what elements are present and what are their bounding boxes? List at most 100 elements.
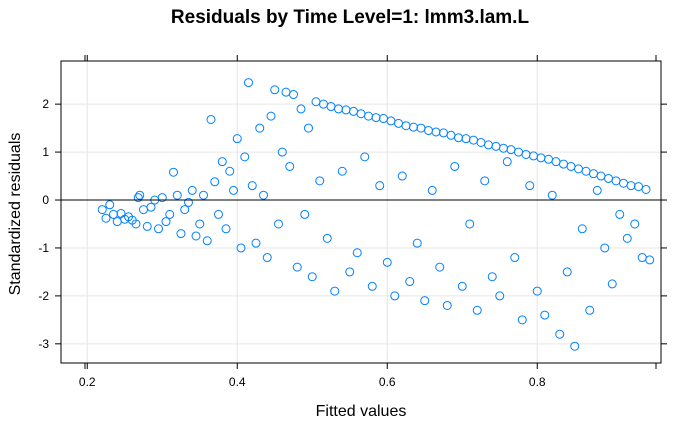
data-point-20 bbox=[169, 167, 178, 177]
data-point-77 bbox=[382, 257, 392, 267]
data-point-126 bbox=[566, 161, 576, 171]
x-tick-label-3: 0.8 bbox=[529, 375, 546, 389]
data-point-70 bbox=[356, 109, 366, 119]
data-point-109 bbox=[502, 157, 512, 167]
data-point-59 bbox=[315, 176, 325, 186]
y-axis-label: Standardized residuals bbox=[7, 133, 24, 296]
data-point-128 bbox=[574, 164, 583, 174]
data-point-118 bbox=[536, 153, 546, 163]
data-point-117 bbox=[532, 286, 542, 296]
data-point-140 bbox=[619, 178, 628, 188]
data-point-125 bbox=[562, 267, 572, 277]
data-point-66 bbox=[341, 105, 351, 115]
data-point-85 bbox=[412, 238, 422, 248]
data-point-25 bbox=[187, 185, 197, 195]
data-point-79 bbox=[390, 291, 400, 301]
data-point-67 bbox=[345, 267, 355, 277]
data-point-84 bbox=[409, 122, 418, 132]
data-point-48 bbox=[274, 219, 283, 229]
data-point-129 bbox=[577, 224, 587, 234]
data-point-68 bbox=[349, 106, 358, 116]
y-tick-label-0: -3 bbox=[38, 337, 49, 351]
data-point-123 bbox=[555, 329, 565, 339]
data-point-98 bbox=[461, 134, 471, 144]
data-point-90 bbox=[431, 127, 441, 137]
data-point-51 bbox=[285, 161, 295, 171]
data-point-106 bbox=[491, 141, 501, 151]
data-point-86 bbox=[416, 123, 426, 133]
data-point-133 bbox=[592, 185, 602, 195]
data-point-34 bbox=[221, 224, 231, 234]
data-point-24 bbox=[184, 197, 193, 207]
data-point-38 bbox=[236, 243, 246, 253]
plot-panel-border bbox=[60, 60, 662, 364]
data-point-47 bbox=[270, 85, 280, 95]
data-point-103 bbox=[480, 176, 490, 186]
x-tick-label-0: 0.2 bbox=[79, 375, 96, 389]
data-point-143 bbox=[630, 219, 640, 229]
data-point-138 bbox=[611, 176, 621, 186]
data-point-131 bbox=[585, 305, 595, 315]
data-point-39 bbox=[240, 152, 250, 162]
data-point-61 bbox=[322, 233, 332, 243]
data-point-32 bbox=[214, 209, 223, 219]
data-point-82 bbox=[401, 121, 411, 131]
y-tick-label-5: 2 bbox=[42, 97, 49, 111]
data-point-107 bbox=[495, 291, 505, 301]
data-point-119 bbox=[540, 310, 550, 320]
data-point-144 bbox=[634, 182, 643, 192]
x-tick-label-1: 0.4 bbox=[229, 375, 246, 389]
data-point-122 bbox=[551, 157, 561, 167]
data-point-89 bbox=[427, 185, 437, 195]
data-point-14 bbox=[146, 202, 156, 212]
data-point-95 bbox=[450, 161, 460, 171]
data-point-142 bbox=[626, 181, 636, 191]
y-axis-ticks: -3 -2 -1 0 1 2 bbox=[38, 97, 667, 351]
data-point-93 bbox=[442, 300, 452, 310]
data-point-94 bbox=[446, 130, 456, 140]
data-point-78 bbox=[386, 116, 396, 126]
x-tick-label-2: 0.6 bbox=[379, 375, 396, 389]
data-point-134 bbox=[596, 171, 606, 181]
data-point-132 bbox=[589, 169, 598, 179]
data-points bbox=[97, 78, 655, 351]
data-point-92 bbox=[439, 128, 448, 138]
data-point-135 bbox=[600, 243, 610, 253]
data-point-147 bbox=[645, 255, 655, 265]
data-point-22 bbox=[176, 229, 186, 239]
y-tick-label-4: 1 bbox=[42, 145, 49, 159]
data-point-42 bbox=[251, 238, 261, 248]
data-point-145 bbox=[637, 253, 647, 263]
data-point-2 bbox=[105, 200, 115, 210]
data-point-124 bbox=[559, 159, 568, 169]
data-point-56 bbox=[304, 123, 313, 133]
data-point-44 bbox=[259, 190, 268, 200]
data-point-10 bbox=[133, 193, 143, 203]
data-point-18 bbox=[161, 217, 171, 227]
data-point-87 bbox=[420, 296, 430, 306]
data-point-102 bbox=[476, 137, 486, 147]
data-point-99 bbox=[465, 219, 475, 229]
data-point-113 bbox=[517, 315, 527, 325]
data-point-137 bbox=[607, 279, 617, 289]
data-point-35 bbox=[225, 166, 235, 176]
data-point-72 bbox=[364, 111, 373, 121]
data-point-136 bbox=[604, 173, 613, 183]
data-point-64 bbox=[334, 104, 343, 114]
data-point-49 bbox=[277, 147, 287, 157]
data-point-76 bbox=[379, 114, 388, 124]
data-point-71 bbox=[360, 152, 370, 162]
data-point-29 bbox=[202, 236, 212, 246]
data-point-45 bbox=[262, 253, 272, 263]
data-point-52 bbox=[289, 90, 298, 100]
data-point-23 bbox=[180, 205, 190, 215]
data-point-73 bbox=[367, 281, 377, 291]
x-axis-ticks: 0.2 0.4 0.6 0.8 bbox=[79, 55, 657, 389]
data-point-141 bbox=[622, 233, 632, 243]
chart-title: Residuals by Time Level=1: lmm3.lam.L bbox=[171, 7, 530, 28]
data-point-120 bbox=[544, 154, 553, 164]
data-point-115 bbox=[525, 181, 535, 191]
data-point-88 bbox=[424, 126, 433, 136]
data-point-97 bbox=[457, 281, 467, 291]
